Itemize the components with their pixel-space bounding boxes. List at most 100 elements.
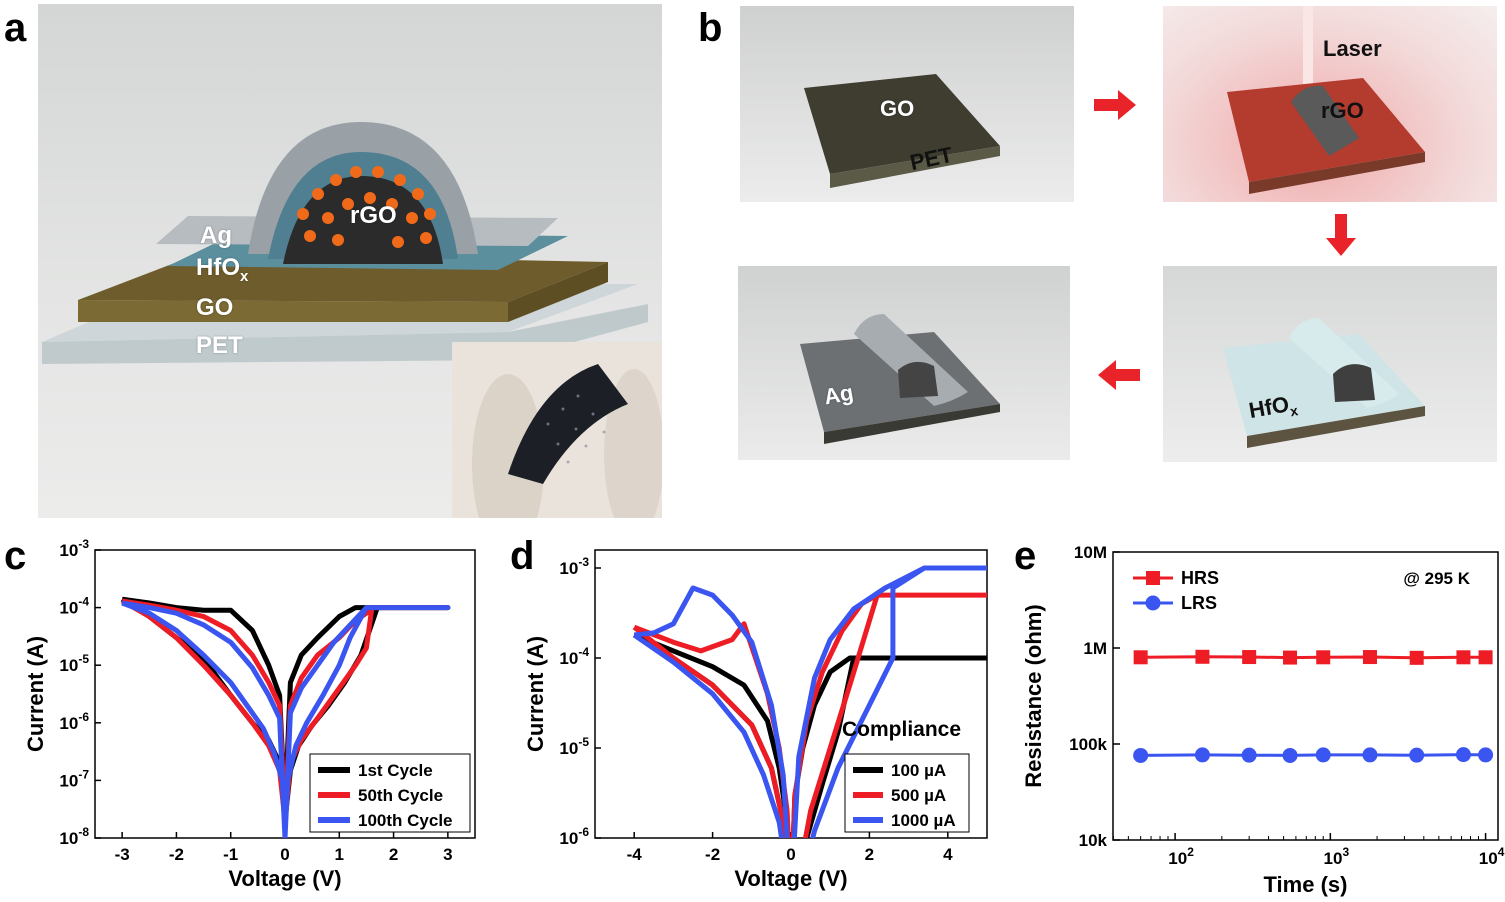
series-line-1: [1140, 753, 1486, 757]
panel-letter-d: d: [510, 534, 535, 578]
lrs-point: [1241, 747, 1257, 763]
lrs-point: [1315, 747, 1331, 763]
hrs-point: [1409, 650, 1424, 665]
label-rgo: rGO: [350, 202, 397, 229]
x-tick-base: 10: [1168, 849, 1187, 868]
series-line-1: [632, 592, 987, 838]
legend-label-1: 500 µA: [891, 786, 946, 805]
x-axis-label: Voltage (V): [228, 866, 341, 891]
hrs-point: [1195, 649, 1210, 664]
legend-title: Compliance: [842, 718, 961, 741]
process-step-ag: Ag: [738, 266, 1070, 460]
x-tick-base: 10: [1479, 849, 1498, 868]
y-tick-label: 10-8: [59, 825, 89, 848]
legend-label-0: 100 µA: [891, 761, 946, 780]
device-structure-image: Ag HfOx GO PET rGO: [38, 4, 662, 518]
y-tick-label-base: 10: [59, 541, 78, 560]
laser-illustration: [1227, 6, 1425, 194]
lrs-point: [1282, 747, 1298, 763]
ag-electrode-illustration: [800, 314, 1000, 444]
panel-letter-a: a: [4, 6, 27, 50]
legend-label-0: 1st Cycle: [358, 761, 433, 780]
y-tick-label-base: 10: [59, 714, 78, 733]
arrow-right-icon: [1094, 90, 1136, 120]
y-tick-label: 10-6: [559, 825, 589, 848]
y-tick-label-exp: -6: [578, 825, 589, 839]
x-tick-label: 3: [443, 845, 452, 864]
y-tick-label-exp: -6: [78, 710, 89, 724]
label-hfox-sub: x: [240, 267, 249, 285]
hfox-layer-illustration: [1223, 318, 1425, 448]
y-tick-label: 100k: [1069, 735, 1107, 754]
lrs-point: [1362, 747, 1378, 763]
chart-c: -3 -2 -1 0 1 2 310-810-710-610-510-410-3Voltag…: [23, 537, 476, 891]
x-tick-exp: 3: [1342, 845, 1349, 859]
y-tick-label-exp: -4: [78, 595, 89, 609]
lrs-point: [1133, 747, 1149, 763]
y-tick-label-base: 10: [59, 656, 78, 675]
x-tick-label: 2: [389, 845, 398, 864]
x-tick-label: 104: [1479, 845, 1505, 868]
temperature-annotation: @ 295 K: [1403, 569, 1470, 588]
y-tick-label-exp: -5: [78, 652, 89, 666]
process-step-laser: Laser rGO: [1163, 6, 1497, 202]
panel-letter-e: e: [1014, 534, 1037, 578]
x-tick-exp: 4: [1498, 845, 1505, 859]
hrs-point: [1316, 650, 1331, 665]
plot-frame: [1112, 551, 1499, 841]
hrs-point: [1456, 650, 1471, 665]
legend-label-2: 100th Cycle: [358, 811, 453, 830]
lrs-point: [1409, 747, 1425, 763]
hrs-point: [1362, 650, 1377, 665]
y-tick-label-base: 10: [59, 771, 78, 790]
y-tick-label: 10k: [1079, 831, 1108, 850]
y-tick-label: 10-4: [59, 595, 89, 618]
x-tick-label: 1: [335, 845, 344, 864]
x-tick-label: -4: [627, 845, 643, 864]
y-tick-label-base: 10: [559, 649, 578, 668]
x-tick-label: 2: [865, 845, 874, 864]
legend-label-1: LRS: [1181, 593, 1217, 613]
hrs-point: [1283, 650, 1298, 665]
label-hfox-main: HfO: [196, 254, 240, 281]
label-pet: PET: [196, 332, 243, 359]
device-illustration: [42, 121, 662, 518]
legend-marker-1: [1145, 595, 1161, 611]
y-axis-label: Current (A): [23, 636, 48, 752]
series-line-2: [121, 600, 451, 838]
y-tick-label-exp: -3: [578, 555, 589, 569]
y-tick-label-exp: -5: [578, 735, 589, 749]
y-tick-label: 10-6: [59, 710, 89, 733]
y-axis-label: Resistance (ohm): [1021, 604, 1046, 787]
series-line-2: [632, 565, 987, 838]
go-film-illustration: [804, 74, 1000, 188]
x-axis-label: Voltage (V): [734, 866, 847, 891]
y-tick-label-exp: -4: [578, 645, 589, 659]
x-tick-base: 10: [1324, 849, 1343, 868]
arrow-left-icon: [1098, 360, 1140, 390]
x-tick-label: -1: [223, 845, 238, 864]
y-tick-label: 10-5: [59, 652, 89, 675]
process-step-hfox: HfOx: [1163, 266, 1497, 462]
legend-marker-0: [1146, 571, 1160, 585]
legend-label-1: 50th Cycle: [358, 786, 443, 805]
x-tick-label: -3: [115, 845, 130, 864]
step1-label-go: GO: [880, 96, 915, 121]
legend-label-0: HRS: [1181, 568, 1219, 588]
x-tick-label: 0: [786, 845, 795, 864]
y-tick-label: 10-5: [559, 735, 589, 758]
y-tick-label: 1M: [1083, 639, 1107, 658]
lrs-point: [1478, 747, 1494, 763]
y-tick-label: 10-4: [559, 645, 589, 668]
lrs-point: [1455, 747, 1471, 763]
x-tick-label: 103: [1324, 845, 1350, 868]
hrs-point: [1242, 650, 1257, 665]
hrs-point: [1133, 650, 1148, 665]
x-tick-label: -2: [169, 845, 184, 864]
panel-letter-c: c: [4, 534, 27, 578]
series-line-0: [1140, 655, 1486, 660]
label-go: GO: [196, 294, 234, 321]
y-tick-label-base: 10: [59, 829, 78, 848]
x-tick-label: 102: [1168, 845, 1194, 868]
